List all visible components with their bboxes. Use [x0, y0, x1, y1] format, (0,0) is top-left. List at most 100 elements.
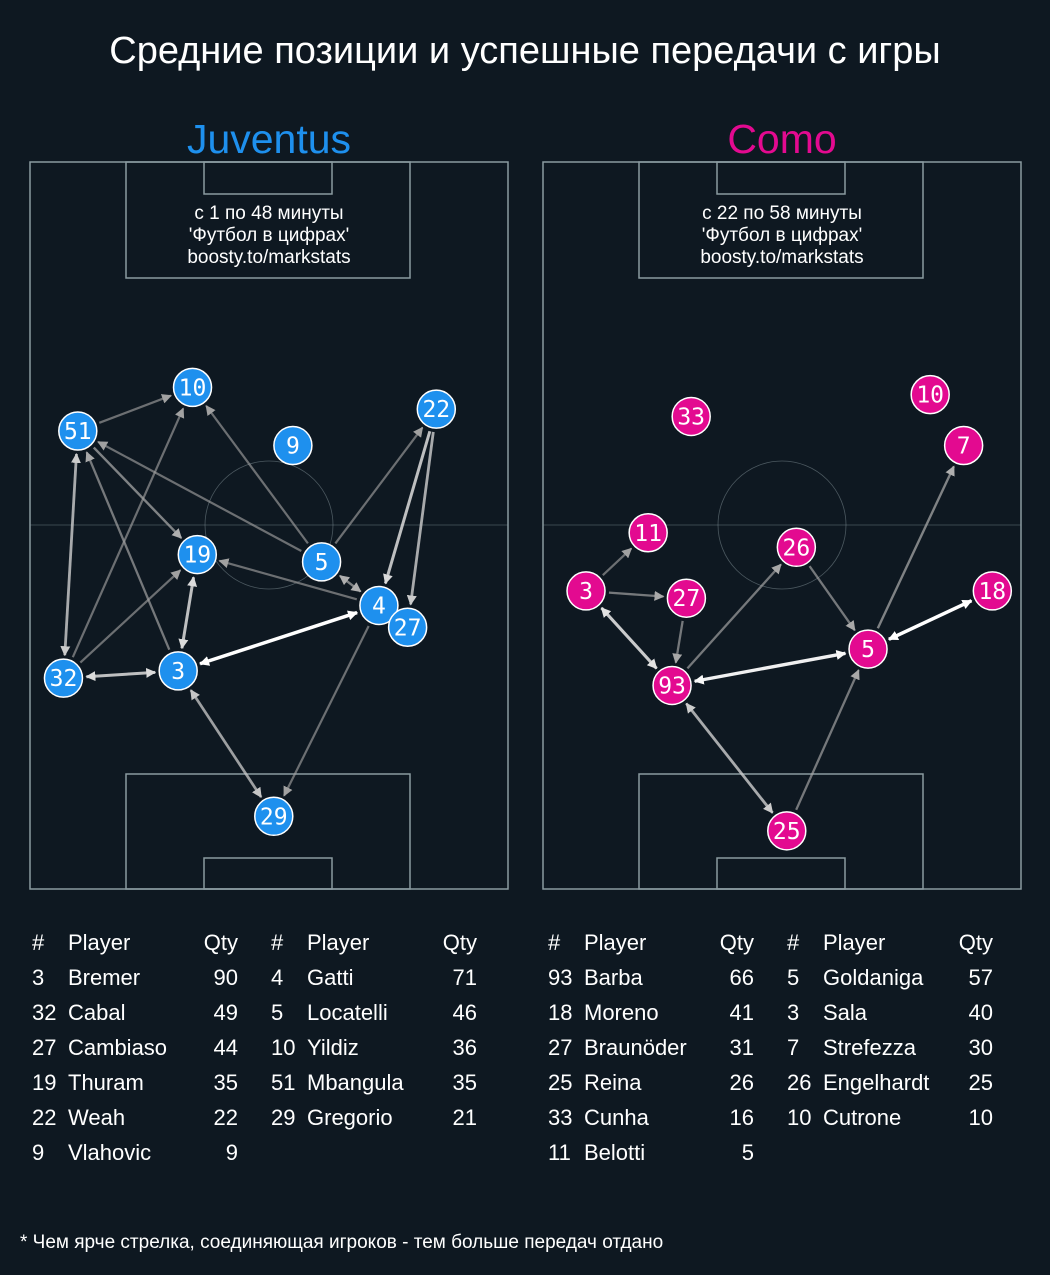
player-node-3: 3	[566, 571, 606, 611]
pass-arrow-93-5	[693, 650, 847, 685]
team-name-juventus: Juventus	[186, 116, 352, 162]
pass-arrow-4-29	[283, 625, 370, 797]
table-row: 5 Goldaniga 57	[787, 960, 993, 995]
pass-arrow-5-4	[339, 574, 362, 593]
player-node-27: 27	[387, 607, 428, 648]
player-number-label: 18	[978, 579, 1006, 605]
player-marker	[848, 629, 888, 669]
player-number-label: 4	[372, 593, 386, 619]
header-num: #	[548, 929, 561, 955]
center-circle	[717, 460, 847, 590]
pass-arrow-25-5	[795, 669, 860, 811]
table-row: 33 Cunha 16	[548, 1100, 754, 1135]
passes-como	[600, 465, 973, 814]
pass-arrow-5-51	[97, 440, 302, 552]
table-row: 3 Sala 40	[787, 995, 993, 1030]
player-name-cell: Bremer	[68, 964, 141, 990]
header-qty: Qty	[958, 929, 993, 955]
player-number-cell: 10	[271, 1034, 296, 1060]
table-row: 25 Reina 26	[548, 1065, 754, 1100]
pitch-outline	[542, 161, 1022, 890]
player-marker	[301, 542, 342, 582]
pass-qty-cell: 40	[968, 999, 993, 1025]
player-number-cell: 29	[271, 1104, 296, 1130]
table-row: 18 Moreno 41	[548, 995, 754, 1030]
player-name-cell: Vlahovic	[68, 1139, 152, 1165]
table-header-row: # Player Qty	[271, 925, 477, 960]
header-qty: Qty	[203, 929, 238, 955]
player-marker	[628, 513, 668, 553]
player-name-cell: Thuram	[68, 1069, 144, 1095]
pass-qty-cell: 41	[729, 999, 754, 1025]
player-number-label: 33	[677, 404, 705, 430]
player-number-label: 25	[773, 819, 801, 845]
table-row: 32 Cabal 49	[32, 995, 238, 1030]
player-number-cell: 33	[548, 1104, 573, 1130]
pass-arrow-4-19	[218, 558, 358, 601]
player-number-label: 19	[183, 543, 211, 569]
player-name-cell: Engelhardt	[823, 1069, 930, 1095]
pass-arrow-22-4	[383, 430, 432, 585]
player-number-cell: 3	[32, 964, 45, 990]
player-number-cell: 7	[787, 1034, 800, 1060]
header-player: Player	[68, 929, 131, 955]
pass-qty-cell: 57	[968, 964, 993, 990]
player-number-cell: 3	[787, 999, 800, 1025]
pass-qty-cell: 30	[968, 1034, 993, 1060]
goal-area-bottom	[203, 857, 333, 890]
table-row: 29 Gregorio 21	[271, 1100, 477, 1135]
player-node-33: 33	[671, 396, 711, 437]
table-body: 3 Bremer 90 32 Cabal 49 27 Cambiaso 44 19 Thuram 35…	[32, 960, 238, 1170]
info-source: 'Футбол в цифрах'	[702, 225, 862, 246]
player-number-label: 5	[315, 550, 329, 576]
player-name-cell: Braunöder	[584, 1034, 687, 1060]
header-num: #	[787, 929, 800, 955]
player-name-cell: Cutrone	[823, 1104, 902, 1130]
pass-arrow-27-93	[672, 620, 684, 664]
pass-qty-cell: 21	[452, 1104, 477, 1130]
table-row: 10 Cutrone 10	[787, 1100, 993, 1135]
table-row: 3 Bremer 90	[32, 960, 238, 995]
pass-network-charts: с 1 по 48 минуты 'Футбол в цифрах' boost…	[29, 161, 1022, 890]
table-row: 5 Locatelli 46	[271, 995, 477, 1030]
info-link: boosty.to/markstats	[700, 247, 863, 268]
team-name-como: Como	[727, 116, 837, 162]
pass-qty-cell: 36	[452, 1034, 477, 1060]
player-marker	[566, 571, 606, 611]
player-marker	[666, 578, 707, 618]
player-marker	[254, 796, 294, 837]
pass-arrow-5-18	[887, 599, 973, 641]
player-node-27: 27	[666, 578, 707, 618]
player-number-cell: 5	[787, 964, 800, 990]
player-marker	[767, 811, 807, 851]
player-name-cell: Cambiaso	[68, 1034, 168, 1060]
player-number-label: 5	[861, 637, 875, 663]
table-row: 7 Strefezza 30	[787, 1030, 993, 1065]
player-marker	[43, 658, 84, 698]
player-number-label: 32	[50, 666, 78, 692]
table-row: 27 Cambiaso 44	[32, 1030, 238, 1065]
player-marker	[943, 425, 984, 466]
pitch-juventus: с 1 по 48 минуты 'Футбол в цифрах' boost…	[29, 161, 509, 890]
player-marker	[671, 396, 711, 437]
player-node-19: 19	[177, 534, 218, 575]
pass-arrow-3-51	[85, 451, 171, 651]
player-name-cell: Reina	[584, 1069, 642, 1095]
player-name-cell: Moreno	[584, 999, 659, 1025]
player-number-cell: 25	[548, 1069, 573, 1095]
pass-qty-cell: 9	[225, 1139, 238, 1165]
pass-qty-cell: 71	[452, 964, 477, 990]
player-number-label: 51	[64, 419, 92, 445]
player-marker	[416, 389, 457, 429]
header-player: Player	[823, 929, 886, 955]
header-num: #	[32, 929, 45, 955]
pass-qty-cell: 10	[968, 1104, 993, 1130]
header-qty: Qty	[719, 929, 754, 955]
pass-qty-cell: 35	[213, 1069, 238, 1095]
player-name-cell: Strefezza	[823, 1034, 916, 1060]
player-name-cell: Gregorio	[307, 1104, 393, 1130]
player-number-label: 29	[260, 804, 288, 830]
player-number-label: 10	[179, 375, 207, 401]
player-node-29: 29	[254, 796, 294, 837]
player-node-11: 11	[628, 513, 668, 553]
